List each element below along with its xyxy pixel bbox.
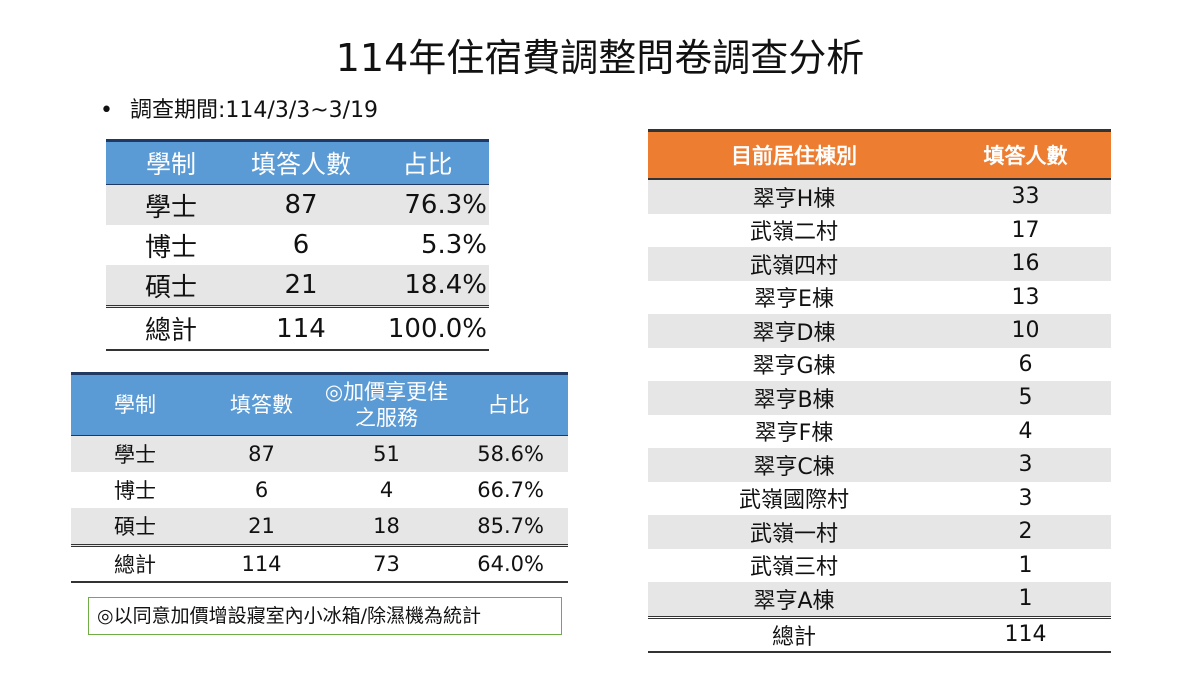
table-cell: 3	[940, 448, 1111, 482]
table-row: 翠亨C棟 3	[648, 448, 1111, 482]
bullet-icon: •	[100, 98, 113, 123]
table-cell: 5.3%	[420, 230, 487, 260]
respondents-by-degree-table: 學制 填答人數 占比 學士 87 76.3% 博士 6 5.3% 碩士 21 1…	[106, 139, 489, 351]
table-cell: 13	[1011, 284, 1040, 310]
survey-period-text: 調查期間:114/3/3~3/19	[130, 98, 379, 123]
column-header: ◎加價享更佳之服務	[324, 372, 449, 436]
table-row: 武嶺一村 2	[648, 515, 1111, 549]
table-cell: 85.7%	[449, 508, 568, 546]
table-row: 翠亨B棟 5	[648, 381, 1111, 415]
table-cell: 4	[379, 478, 394, 502]
table-cell: 21	[236, 265, 366, 307]
table-cell: 翠亨E棟	[754, 287, 834, 313]
table-cell: 武嶺一村	[648, 515, 940, 549]
table-cell: 73	[324, 544, 449, 583]
table-cell: 翠亨F棟	[754, 421, 834, 447]
table-cell: 翠亨B棟	[648, 381, 940, 415]
table-cell: 翠亨D棟	[648, 314, 940, 348]
table-cell: 76.3%	[366, 184, 489, 225]
table-row: 翠亨H棟 33	[648, 179, 1111, 214]
table-row: 碩士 21 18 85.7%	[71, 508, 568, 546]
table-cell: 總計	[71, 544, 199, 583]
table-cell: 18.4%	[366, 265, 489, 307]
table-row: 武嶺四村 16	[648, 247, 1111, 281]
table-cell: 66.7%	[477, 478, 544, 502]
table-cell: 6	[1018, 351, 1033, 377]
table-cell: 114	[940, 615, 1111, 653]
footnote-box: ◎以同意加價增設寢室內小冰箱/除濕機為統計	[88, 597, 562, 635]
table-cell: 翠亨G棟	[752, 354, 836, 380]
table-cell: 5	[940, 381, 1111, 415]
table-cell: 18	[324, 508, 449, 546]
column-header: 學制	[71, 372, 199, 436]
column-header: 填答數	[199, 372, 324, 436]
table-cell: 21	[199, 508, 324, 546]
table-row: 武嶺二村 17	[648, 214, 1111, 248]
table-row: 博士 6 4 66.7%	[71, 472, 568, 508]
table-cell: 4	[1018, 418, 1033, 444]
total-row: 總計 114	[648, 615, 1111, 653]
table-cell: 87	[199, 435, 324, 472]
table-row: 學士 87 76.3%	[106, 184, 489, 225]
table-row: 翠亨G棟 6	[648, 348, 1111, 382]
table-cell: 16	[940, 247, 1111, 281]
table-header-row: 學制 填答數 ◎加價享更佳之服務 占比	[71, 372, 568, 436]
table-cell: 武嶺國際村	[738, 488, 849, 514]
table-cell: 114	[199, 544, 324, 583]
table-cell: 碩士	[71, 508, 199, 546]
table-cell: 總計	[106, 305, 236, 351]
table-cell: 33	[940, 179, 1111, 214]
table-row: 翠亨D棟 10	[648, 314, 1111, 348]
table-cell: 武嶺三村	[749, 555, 838, 581]
table-header-row: 目前居住棟別 填答人數	[648, 129, 1111, 180]
table-cell: 翠亨A棟	[648, 582, 940, 617]
table-row: 翠亨A棟 1	[648, 582, 1111, 617]
column-header: 占比	[449, 372, 568, 436]
table-row: 武嶺國際村 3	[648, 482, 1111, 516]
total-row: 總計 114 100.0%	[106, 305, 489, 351]
table-cell: 學士	[71, 435, 199, 472]
table-row: 武嶺三村 1	[648, 549, 1111, 583]
table-cell: 學士	[106, 184, 236, 225]
table-cell: 10	[940, 314, 1111, 348]
table-row: 博士 6 5.3%	[106, 225, 489, 265]
table-cell: 博士	[144, 232, 197, 263]
table-cell: 58.6%	[449, 435, 568, 472]
table-cell: 64.0%	[449, 544, 568, 583]
column-header: 學制	[106, 139, 236, 185]
total-row: 總計 114 73 64.0%	[71, 544, 568, 583]
table-cell: 1	[1018, 552, 1033, 578]
column-header: 目前居住棟別	[648, 129, 940, 180]
table-row: 學士 87 51 58.6%	[71, 435, 568, 472]
table-row: 碩士 21 18.4%	[106, 265, 489, 307]
table-cell: 翠亨H棟	[648, 179, 940, 214]
table-cell: 1	[940, 582, 1111, 617]
page-title: 114年住宿費調整問卷調查分析	[335, 36, 865, 80]
column-header: 占比	[366, 139, 489, 185]
table-cell: 翠亨C棟	[648, 448, 940, 482]
table-cell: 3	[1018, 485, 1033, 511]
table-cell: 6	[292, 230, 310, 260]
column-header: 填答人數	[236, 139, 366, 185]
table-cell: 51	[324, 435, 449, 472]
table-cell: 6	[254, 478, 269, 502]
table-cell: 博士	[114, 479, 156, 503]
table-row: 翠亨F棟 4	[648, 415, 1111, 449]
table-cell: 總計	[648, 615, 940, 653]
table-cell: 87	[236, 184, 366, 225]
premium-service-table: 學制 填答數 ◎加價享更佳之服務 占比 學士 87 51 58.6% 博士 6 …	[71, 372, 568, 583]
table-row: 翠亨E棟 13	[648, 281, 1111, 315]
table-header-row: 學制 填答人數 占比	[106, 139, 489, 185]
table-cell: 100.0%	[366, 305, 489, 351]
table-cell: 武嶺二村	[749, 220, 838, 246]
column-header: 填答人數	[940, 129, 1111, 180]
residence-building-table: 目前居住棟別 填答人數 翠亨H棟 33 武嶺二村 17 武嶺四村 16 翠亨E棟 13 …	[648, 129, 1111, 653]
table-cell: 武嶺四村	[648, 247, 940, 281]
table-cell: 114	[236, 305, 366, 351]
table-cell: 2	[940, 515, 1111, 549]
table-cell: 碩士	[106, 265, 236, 307]
survey-period: • 調查期間:114/3/3~3/19	[100, 95, 378, 127]
table-cell: 17	[1011, 217, 1040, 243]
